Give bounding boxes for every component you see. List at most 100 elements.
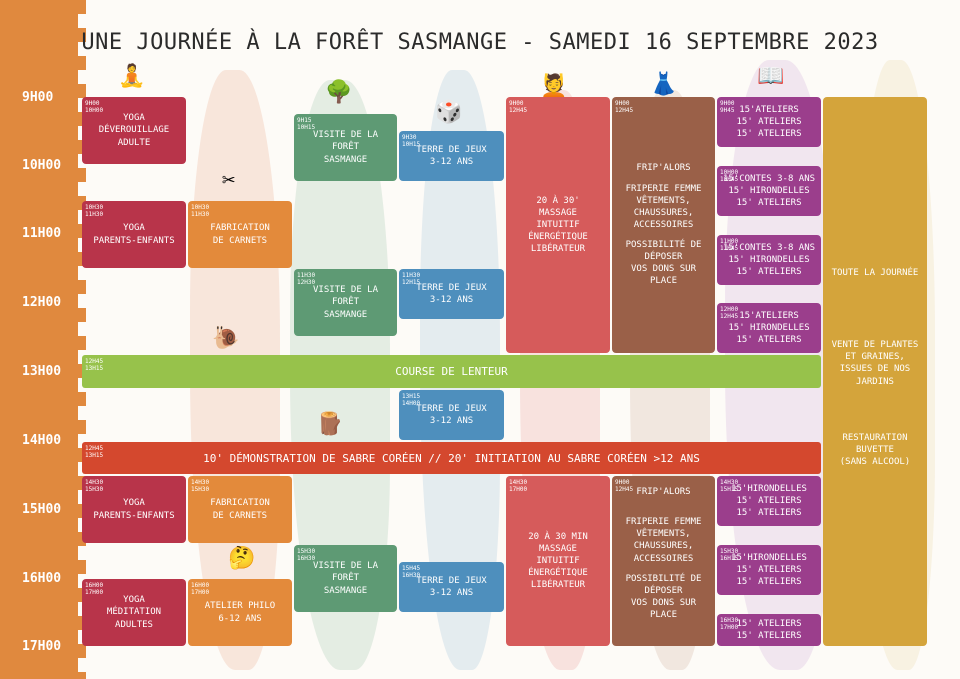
hour-label: 13H00 [22, 364, 62, 379]
time-label: 9H00 12H45 [509, 100, 528, 115]
hour-label: 10H00 [22, 158, 62, 173]
allday-label: TOUTE LA JOURNÉE [831, 268, 919, 278]
time-label: 14H30 15H15 [720, 479, 739, 494]
hour-label: 14H00 [22, 433, 62, 448]
time-label: 15H45 16H30 [402, 565, 421, 580]
activity-label: FABRICATION DE CARNETS [210, 223, 270, 246]
terre-de-jeux-block[interactable]: 9H30 10H15 TERRE DE JEUX 3-12 ANS [399, 131, 504, 181]
activity-label: 15'HIRONDELLES 15' ATELIERS 15' ATELIERS [731, 552, 807, 588]
time-label: 9H00 12H45 [615, 100, 634, 115]
page-title: UNE JOURNÉE À LA FORÊT SASMANGE - SAMEDI… [81, 30, 879, 55]
ateliers-block[interactable]: 14H30 15H15 15'HIRONDELLES 15' ATELIERS … [717, 476, 821, 526]
time-label: 12H00 12H45 [720, 306, 739, 321]
activity-label: ATELIER PHILO 6-12 ANS [204, 601, 276, 624]
activity-label: FABRICATION DE CARNETS [210, 498, 270, 521]
sabre-coreen-band[interactable]: 12H45 13H15 10' DÉMONSTRATION DE SABRE C… [82, 442, 821, 474]
time-label: 15H30 16H15 [720, 548, 739, 563]
hour-label: 16H00 [22, 571, 62, 586]
time-label: 14H30 15H30 [85, 479, 104, 494]
hour-label: 17H00 [22, 639, 62, 654]
friperie-note: POSSIBILITÉ DE DÉPOSER VOS DONS SUR PLAC… [625, 573, 702, 621]
activity-label: YOGA MÉDITATION ADULTES [106, 595, 162, 630]
band-label: 10' DÉMONSTRATION DE SABRE CORÉEN // 20'… [203, 451, 700, 465]
activity-label: 20 À 30 MIN MASSAGE INTUITIF ÉNERGÉTIQUE… [528, 531, 588, 591]
time-label: 9H15 10H15 [297, 117, 316, 132]
atelier-philo-block[interactable]: 16H00 17H00 ATELIER PHILO 6-12 ANS [188, 579, 292, 646]
activity-label: VISITE DE LA FORÊT SASMANGE [312, 561, 379, 596]
terre-de-jeux-block[interactable]: 11H30 12H15 TERRE DE JEUX 3-12 ANS [399, 269, 504, 319]
ateliers-block[interactable]: 12H00 12H45 15'ATELIERS 15' HIRONDELLES … [717, 303, 821, 353]
friperie-note: POSSIBILITÉ DE DÉPOSER VOS DONS SUR PLAC… [625, 240, 702, 287]
time-label: 10H30 11H30 [85, 204, 104, 219]
tree-icon: 🌳 [325, 80, 353, 105]
reading-icon: 📖 [757, 64, 785, 89]
hour-label: 15H00 [22, 502, 62, 517]
activity-label: 15'CONTES 3-8 ANS 15' HIRONDELLES 15' AT… [722, 173, 816, 209]
activity-label: YOGA DÉVEROUILLAGE ADULTE [98, 113, 170, 148]
time-label: 16H30 17H00 [720, 617, 739, 632]
yoga-parents-block[interactable]: 14H30 15H30 YOGA PARENTS-ENFANTS [82, 476, 186, 543]
hour-label: 11H00 [22, 226, 62, 241]
yoga-icon: 🧘 [118, 64, 146, 89]
time-label: 10H00 10H45 [720, 169, 739, 184]
massage-block[interactable]: 9H00 12H45 20 À 30' MASSAGE INTUITIF ÉNE… [506, 97, 610, 353]
friperie-desc: FRIPERIE FEMME VÊTEMENTS, CHAUSSURES, AC… [625, 517, 702, 564]
time-label: 16H00 17H00 [85, 582, 104, 597]
ateliers-block[interactable]: 11H00 11H45 15'CONTES 3-8 ANS 15' HIROND… [717, 235, 821, 285]
yoga-parents-block[interactable]: 10H30 11H30 YOGA PARENTS-ENFANTS [82, 201, 186, 268]
yoga-deverouillage-block[interactable]: 9H00 10H00 YOGA DÉVEROUILLAGE ADULTE [82, 97, 186, 164]
visite-foret-block[interactable]: 15H30 16H30 VISITE DE LA FORÊT SASMANGE [294, 545, 397, 612]
friperie-block[interactable]: 9H00 12H45 FRIP'ALORS FRIPERIE FEMME VÊT… [612, 476, 715, 646]
ateliers-block[interactable]: 9H00 9H45 15'ATELIERS 15' ATELIERS 15' A… [717, 97, 821, 147]
game-icon: 🎲 [435, 100, 463, 125]
time-label: 14H30 17H00 [509, 479, 528, 494]
time-label: 12H45 13H15 [85, 445, 104, 460]
time-label: 13H15 14H00 [402, 393, 421, 408]
friperie-block[interactable]: 9H00 12H45 FRIP'ALORS FRIPERIE FEMME VÊT… [612, 97, 715, 353]
hour-label: 9H00 [22, 90, 54, 105]
activity-label: TERRE DE JEUX 3-12 ANS [416, 403, 487, 426]
fabrication-carnets-block[interactable]: 10H30 11H30 FABRICATION DE CARNETS [188, 201, 292, 268]
activity-label: TERRE DE JEUX 3-12 ANS [416, 282, 487, 305]
friperie-desc: FRIPERIE FEMME VÊTEMENTS, CHAUSSURES, AC… [625, 183, 702, 230]
craft-icon: ✂ [222, 168, 236, 193]
terre-de-jeux-block[interactable]: 13H15 14H00 TERRE DE JEUX 3-12 ANS [399, 390, 504, 440]
table-icon: 🪵 [316, 412, 344, 437]
activity-label: TERRE DE JEUX 3-12 ANS [416, 575, 487, 598]
massage-block[interactable]: 14H30 17H00 20 À 30 MIN MASSAGE INTUITIF… [506, 476, 610, 646]
activity-label: 15'HIRONDELLES 15' ATELIERS 15' ATELIERS [731, 483, 807, 519]
time-label: 9H30 10H15 [402, 134, 421, 149]
activity-label: 15'ATELIERS 15' HIRONDELLES 15' ATELIERS [728, 310, 810, 346]
time-column [0, 0, 86, 679]
ateliers-block[interactable]: 15H30 16H15 15'HIRONDELLES 15' ATELIERS … [717, 545, 821, 595]
time-label: 15H30 16H30 [297, 548, 316, 563]
ateliers-block[interactable]: 16H30 17H00 15' ATELIERS 15' ATELIERS [717, 614, 821, 646]
activity-label: 15' ATELIERS 15' ATELIERS [736, 618, 802, 641]
visite-foret-block[interactable]: 11H30 12H30 VISITE DE LA FORÊT SASMANGE [294, 269, 397, 336]
activity-label: 15'CONTES 3-8 ANS 15' HIRONDELLES 15' AT… [722, 242, 816, 278]
time-label: 11H30 12H30 [297, 272, 316, 287]
time-label: 9H00 10H00 [85, 100, 104, 115]
time-label: 12H45 13H15 [85, 358, 104, 373]
time-label: 11H30 12H15 [402, 272, 421, 287]
activity-label: 20 À 30' MASSAGE INTUITIF ÉNERGÉTIQUE LI… [528, 195, 588, 255]
fabrication-carnets-block[interactable]: 14H30 15H30 FABRICATION DE CARNETS [188, 476, 292, 543]
friperie-title: FRIP'ALORS [636, 487, 691, 497]
yoga-meditation-block[interactable]: 16H00 17H00 YOGA MÉDITATION ADULTES [82, 579, 186, 646]
activity-label: VISITE DE LA FORÊT SASMANGE [312, 130, 379, 165]
plants-label: VENTE DE PLANTES ET GRAINES, ISSUES DE N… [831, 340, 919, 387]
activity-label: YOGA PARENTS-ENFANTS [93, 498, 175, 521]
food-label: RESTAURATION BUVETTE (SANS ALCOOL) [839, 432, 911, 467]
time-label: 16H00 17H00 [191, 582, 210, 597]
activity-label: VISITE DE LA FORÊT SASMANGE [312, 285, 379, 320]
dress-icon: 👗 [650, 72, 678, 97]
course-lenteur-band[interactable]: 12H45 13H15 COURSE DE LENTEUR [82, 355, 821, 388]
activity-label: 15'ATELIERS 15' ATELIERS 15' ATELIERS [736, 104, 802, 140]
snail-icon: 🐌 [212, 326, 240, 351]
ateliers-block[interactable]: 10H00 10H45 15'CONTES 3-8 ANS 15' HIROND… [717, 166, 821, 216]
terre-de-jeux-block[interactable]: 15H45 16H30 TERRE DE JEUX 3-12 ANS [399, 562, 504, 612]
time-label: 10H30 11H30 [191, 204, 210, 219]
thinker-icon: 🤔 [228, 546, 256, 571]
time-label: 9H00 12H45 [615, 479, 634, 494]
visite-foret-block[interactable]: 9H15 10H15 VISITE DE LA FORÊT SASMANGE [294, 114, 397, 181]
